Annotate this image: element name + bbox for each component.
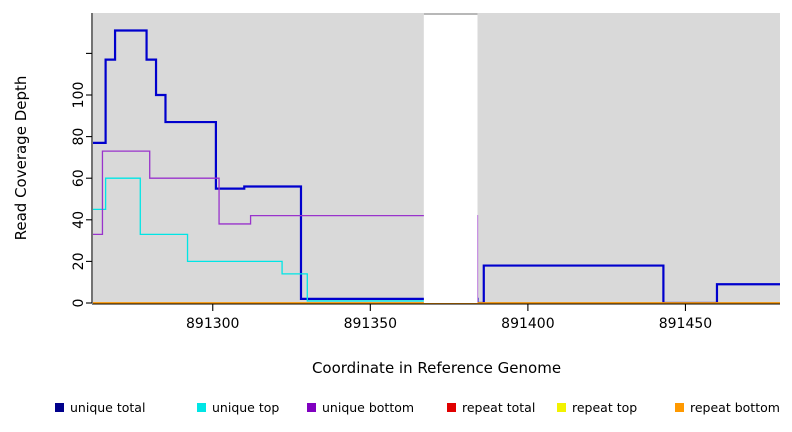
legend-swatch-repeat-total: [447, 403, 456, 412]
x-axis-title: Coordinate in Reference Genome: [312, 359, 561, 377]
y-tick-label: 60: [71, 169, 87, 187]
plot-panel-right: [477, 13, 780, 303]
legend-swatch-unique-bottom: [307, 403, 316, 412]
y-tick-label: 100: [71, 82, 87, 109]
x-tick-label: 891300: [186, 316, 239, 332]
legend-group: unique total unique top unique bottom repea…: [55, 400, 780, 415]
x-tick-label: 891400: [501, 316, 554, 332]
axes-group: 0 20 40 60 80 100 891300 891350 891400 891450: [71, 13, 780, 332]
legend-label-repeat-top: repeat top: [572, 400, 637, 415]
panel-top-edge: [423, 13, 478, 15]
axis-labels-group: Read Coverage Depth Coordinate in Referen…: [12, 76, 561, 377]
legend-label-unique-top: unique top: [212, 400, 279, 415]
series-line-unique-total: [93, 29, 780, 305]
y-tick-label: 80: [71, 128, 87, 146]
plot-panel-group: [93, 13, 780, 303]
y-tick-label: 40: [71, 211, 87, 229]
x-tick-label: 891350: [344, 316, 397, 332]
legend-swatch-unique-total: [55, 403, 64, 412]
series-line-unique-top: [93, 177, 780, 304]
plot-panel-left: [93, 13, 424, 303]
legend-swatch-repeat-top: [557, 403, 566, 412]
y-tick-label: 0: [71, 299, 87, 308]
data-gap-region: [423, 15, 478, 303]
series-group: [93, 15, 780, 305]
legend-label-unique-bottom: unique bottom: [322, 400, 414, 415]
legend-swatch-repeat-bottom: [675, 403, 684, 412]
y-tick-label: 20: [71, 252, 87, 270]
legend-swatch-unique-top: [197, 403, 206, 412]
legend-label-repeat-total: repeat total: [462, 400, 535, 415]
y-axis-title: Read Coverage Depth: [12, 76, 30, 241]
legend-label-repeat-bottom: repeat bottom: [690, 400, 780, 415]
x-tick-label: 891450: [659, 316, 712, 332]
legend-label-unique-total: unique total: [70, 400, 145, 415]
